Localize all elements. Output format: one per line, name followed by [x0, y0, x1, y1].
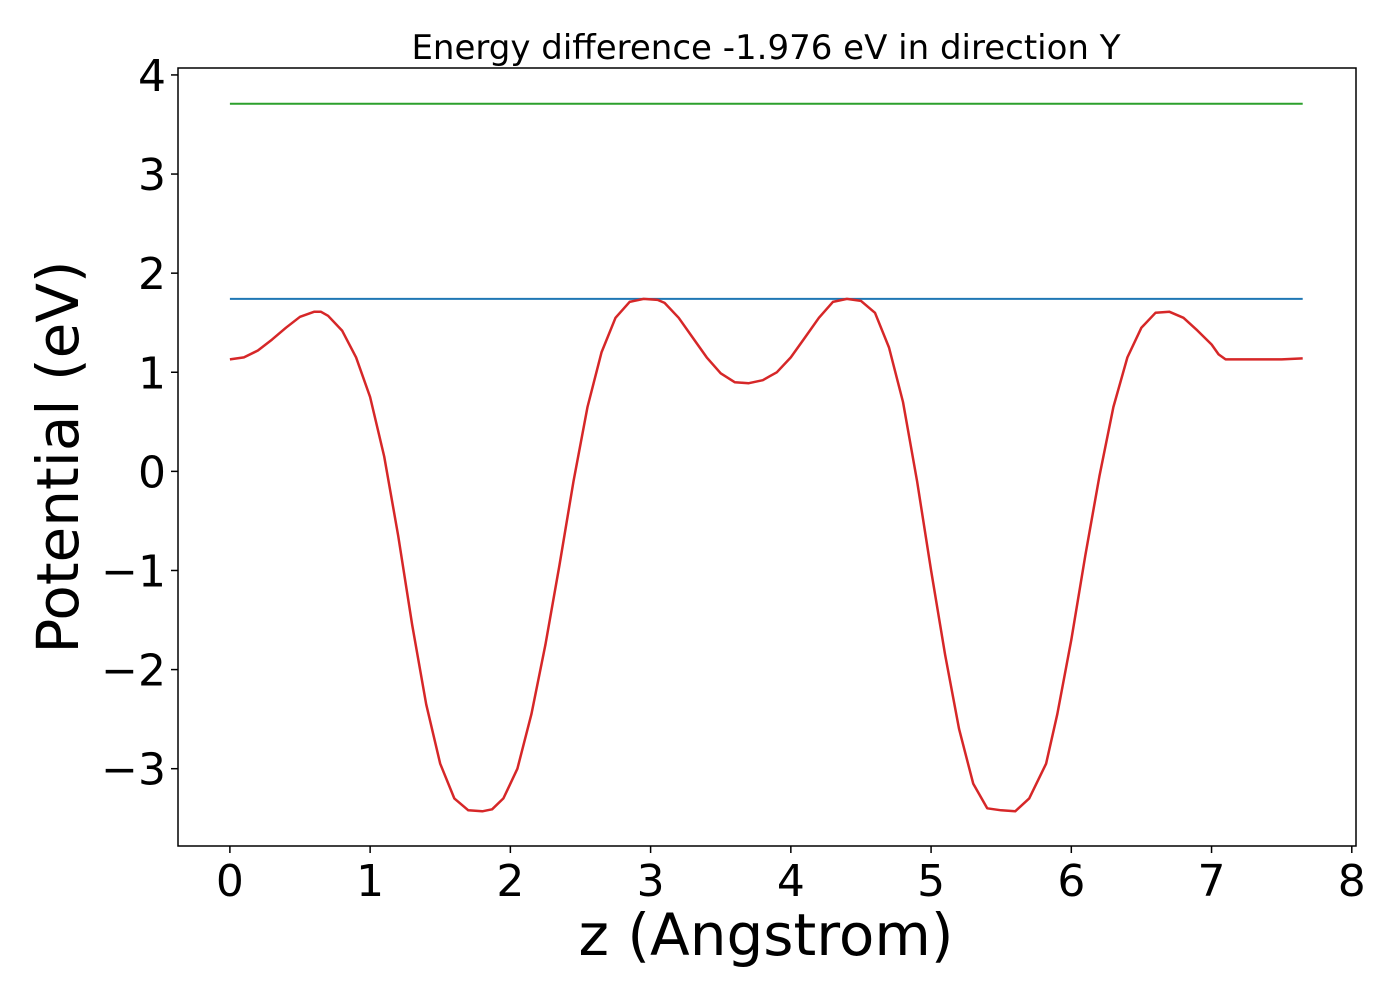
x-tick-label: 4 [777, 856, 805, 907]
x-tick-label: 2 [496, 856, 524, 907]
y-axis-label: Potential (eV) [24, 260, 92, 653]
x-axis-label: z (Angstrom) [579, 901, 954, 969]
x-tick-label: 1 [356, 856, 384, 907]
y-tick-label: 1 [138, 348, 166, 399]
x-tick-label: 6 [1057, 856, 1085, 907]
plot-area-frame [177, 67, 1357, 847]
y-tick-label: −2 [101, 646, 166, 697]
x-tick-label: 5 [917, 856, 945, 907]
y-tick-label: 3 [138, 150, 166, 201]
y-axis: −3 −2 −1 0 1 2 3 4 [101, 51, 178, 796]
y-tick-label: 4 [138, 51, 166, 102]
y-tick-label: 2 [138, 249, 166, 300]
plot-lines [229, 102, 1303, 813]
x-tick-label: 0 [216, 856, 244, 907]
y-tick-label: 0 [138, 447, 166, 498]
x-axis: 0 1 2 3 4 5 6 7 8 [216, 846, 1366, 907]
x-tick-label: 7 [1198, 856, 1226, 907]
y-tick-label: −1 [101, 546, 166, 597]
x-tick-label: 8 [1338, 856, 1366, 907]
y-tick-label: −3 [101, 745, 166, 796]
chart-title: Energy difference -1.976 eV in direction… [411, 28, 1120, 68]
series-line-2 [229, 297, 1303, 813]
x-tick-label: 3 [637, 856, 665, 907]
